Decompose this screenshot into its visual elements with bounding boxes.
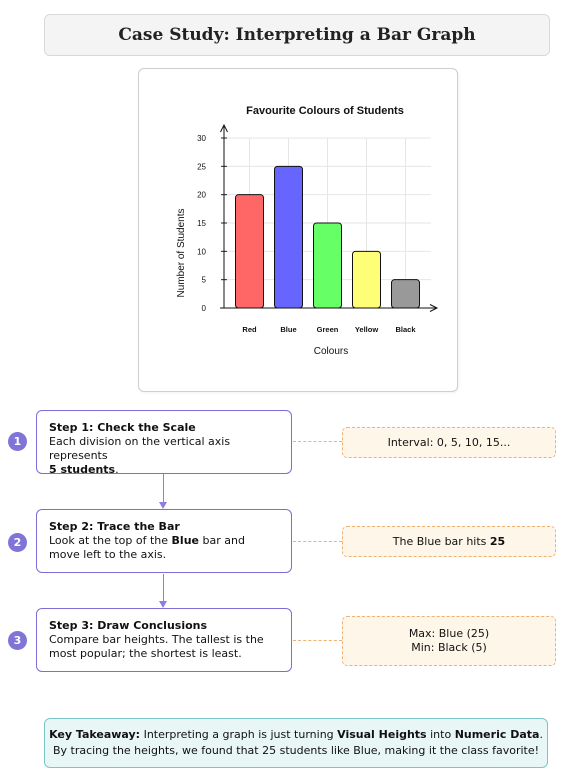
y-tick-label: 20: [197, 191, 206, 200]
x-axis-arrow-icon: [429, 304, 439, 312]
step-1-title: Step 1: Check the Scale: [49, 421, 196, 434]
x-tick-label: Green: [317, 325, 339, 334]
y-tick-label: 15: [197, 219, 206, 228]
y-tick-label: 0: [202, 304, 207, 313]
step-1-body-text: Each division on the vertical axis repre…: [49, 435, 231, 462]
step-1-number: 1: [13, 435, 22, 448]
step-1-to-2-connector: [163, 474, 164, 502]
y-axis-arrow-icon: [220, 123, 228, 133]
step-3-note-min: Min: Black (5): [411, 641, 487, 654]
step-2-to-3-arrow-icon: [159, 601, 167, 608]
bar-blue: [274, 165, 303, 309]
step-1-to-2-arrow-icon: [159, 502, 167, 509]
page-title-box: Case Study: Interpreting a Bar Graph: [44, 14, 550, 56]
step-2-note-text: The Blue bar hits: [392, 534, 487, 548]
key-takeaway-text-1: Interpreting a graph is just turning: [143, 728, 334, 741]
step-2-number-badge: 2: [8, 533, 27, 552]
step-2-body-bold: Blue: [171, 534, 199, 547]
step-1-box: Step 1: Check the Scale Each division on…: [36, 410, 292, 477]
bar-green: [313, 222, 342, 309]
bars: [235, 165, 420, 309]
step-3-number-badge: 3: [8, 631, 27, 650]
step-3-note: Max: Blue (25) Min: Black (5): [342, 616, 556, 666]
step-2-body-end: bar and move left to the axis.: [49, 534, 245, 561]
step-2-box: Step 2: Trace the Bar Look at the top of…: [36, 509, 292, 573]
step-3-body: Compare bar heights. The tallest is the …: [49, 633, 264, 660]
y-tick-label: 10: [197, 247, 206, 256]
y-tick-label: 30: [197, 134, 206, 143]
bar-yellow: [352, 250, 381, 309]
x-tick-labels: Red Blue Green Yellow Black: [242, 325, 416, 334]
key-takeaway-bold-2: Numeric Data: [454, 728, 540, 741]
step-3-box: Step 3: Draw Conclusions Compare bar hei…: [36, 608, 292, 672]
step-1-note-text: Interval: 0, 5, 10, 15...: [387, 435, 511, 449]
key-takeaway-line-2: By tracing the heights, we found that 25…: [52, 744, 540, 757]
key-takeaway-bold-1: Visual Heights: [337, 728, 427, 741]
step-2-note-connector: [293, 541, 342, 542]
y-tick-label: 25: [197, 162, 206, 171]
step-1-note: Interval: 0, 5, 10, 15...: [342, 427, 556, 458]
x-axis-label: Colours: [314, 346, 348, 357]
x-tick-label: Blue: [280, 325, 296, 334]
step-1-body-end: .: [115, 463, 119, 476]
bar-chart: Favourite Colours of Students 0 5 10 15 20 25…: [176, 105, 439, 357]
step-3-title: Step 3: Draw Conclusions: [49, 619, 208, 632]
chart-title: Favourite Colours of Students: [246, 105, 404, 117]
key-takeaway-line-1: Key Takeaway: Interpreting a graph is ju…: [49, 727, 543, 743]
step-2-note-bold: 25: [489, 534, 506, 548]
step-1-body-bold: 5 students: [49, 463, 116, 476]
axes: [220, 123, 439, 312]
key-takeaway-label: Key Takeaway:: [49, 728, 141, 741]
step-2-body: Look at the top of the Blue bar and move…: [49, 534, 279, 562]
y-tick-labels: 0 5 10 15 20 25 30: [197, 134, 206, 313]
x-tick-label: Black: [395, 325, 416, 334]
key-takeaway-box: Key Takeaway: Interpreting a graph is ju…: [44, 718, 548, 768]
x-tick-label: Red: [242, 325, 257, 334]
step-1-note-connector: [293, 441, 342, 442]
key-takeaway-text-2: into: [430, 728, 452, 741]
step-2-number: 2: [13, 536, 22, 549]
step-2-note: The Blue bar hits 25: [342, 526, 556, 557]
y-axis-label: Number of Students: [176, 209, 187, 298]
step-2-title: Step 2: Trace the Bar: [49, 520, 180, 533]
step-3-note-connector: [293, 640, 342, 641]
bar-black: [391, 279, 420, 309]
step-1-number-badge: 1: [8, 432, 27, 451]
step-2-to-3-connector: [163, 574, 164, 601]
bar-chart-card: Favourite Colours of Students 0 5 10 15 20 25…: [138, 68, 458, 392]
bar-red: [235, 194, 264, 309]
page-title: Case Study: Interpreting a Bar Graph: [118, 25, 476, 45]
step-3-number: 3: [13, 634, 22, 647]
key-takeaway-text-3: .: [539, 728, 543, 741]
x-tick-label: Yellow: [355, 325, 379, 334]
step-3-note-max: Max: Blue (25): [408, 627, 490, 640]
step-1-body: Each division on the vertical axis repre…: [49, 435, 279, 477]
step-2-body-text: Look at the top of the: [49, 534, 169, 547]
y-tick-label: 5: [202, 276, 207, 285]
